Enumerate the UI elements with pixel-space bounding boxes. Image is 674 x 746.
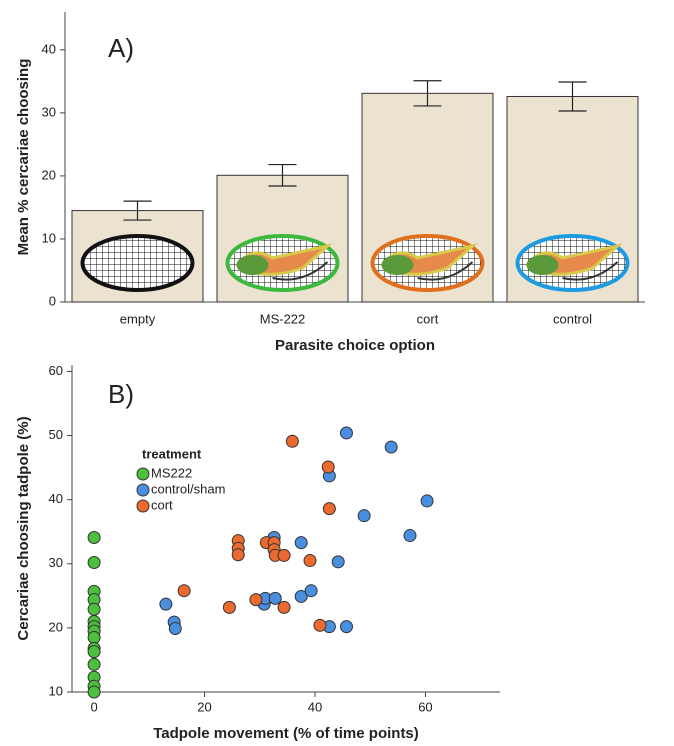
- point: [403, 529, 417, 543]
- point: [168, 622, 182, 636]
- y-tick-label: 20: [49, 619, 63, 634]
- legend-marker: [136, 483, 150, 497]
- panel-label: A): [108, 33, 134, 63]
- y-tick-label: 40: [42, 41, 56, 56]
- point: [331, 555, 345, 569]
- x-tick-label: cort: [417, 311, 439, 326]
- x-tick-label: MS-222: [260, 311, 306, 326]
- x-tick-label: 40: [308, 699, 322, 714]
- point: [87, 530, 101, 544]
- legend-marker: [136, 467, 150, 481]
- error-bar: [268, 163, 297, 187]
- point: [339, 620, 353, 634]
- error-bar: [558, 81, 587, 112]
- x-axis-title: Parasite choice option: [275, 337, 435, 354]
- x-axis-title: Tadpole movement (% of time points): [153, 725, 419, 742]
- y-axis-title: Cercariae choosing tadpole (%): [15, 416, 32, 640]
- legend-label: cort: [151, 497, 173, 512]
- x-tick-label: control: [553, 311, 592, 326]
- point: [321, 460, 335, 474]
- x-tick-label: 60: [418, 699, 432, 714]
- error-bar: [123, 200, 152, 221]
- point: [339, 426, 353, 440]
- y-tick-label: 10: [42, 230, 56, 245]
- legend-label: MS222: [151, 465, 192, 480]
- tadpole-tail: [562, 261, 619, 281]
- x-tick-label: 0: [90, 699, 97, 714]
- point: [87, 657, 101, 671]
- error-bar: [413, 80, 442, 107]
- tadpole-body: [236, 255, 269, 275]
- y-tick-label: 40: [49, 491, 63, 506]
- point: [177, 584, 191, 598]
- y-tick-label: 0: [49, 293, 56, 308]
- point: [222, 600, 236, 614]
- point: [87, 685, 101, 699]
- point: [277, 600, 291, 614]
- tadpole-tail: [272, 261, 329, 281]
- y-tick-label: 10: [49, 683, 63, 698]
- panel-label: B): [108, 379, 134, 409]
- legend-title: treatment: [142, 446, 202, 461]
- point: [304, 584, 318, 598]
- tadpole-tail: [417, 261, 474, 281]
- point: [322, 502, 336, 516]
- point: [87, 645, 101, 659]
- point: [303, 554, 317, 568]
- point: [87, 602, 101, 616]
- point: [294, 589, 308, 603]
- y-tick-label: 30: [42, 104, 56, 119]
- point: [268, 591, 282, 605]
- point: [357, 509, 371, 523]
- point: [231, 548, 245, 562]
- y-tick-label: 50: [49, 427, 63, 442]
- point: [294, 536, 308, 550]
- x-tick-label: 20: [197, 699, 211, 714]
- y-axis-title: Mean % cercariae choosing: [15, 59, 32, 256]
- x-tick-label: empty: [120, 311, 156, 326]
- y-tick-label: 30: [49, 555, 63, 570]
- point: [249, 593, 263, 607]
- point: [285, 434, 299, 448]
- point: [87, 555, 101, 569]
- point: [420, 494, 434, 508]
- legend-label: control/sham: [151, 481, 225, 496]
- y-tick-label: 60: [49, 363, 63, 378]
- legend-marker: [136, 499, 150, 513]
- point: [384, 440, 398, 454]
- tadpole-body: [381, 255, 414, 275]
- tadpole-body: [526, 255, 559, 275]
- point: [87, 631, 101, 644]
- point: [313, 618, 327, 632]
- y-tick-label: 20: [42, 167, 56, 182]
- point: [159, 597, 173, 611]
- point: [277, 548, 291, 562]
- choice-icon: [80, 234, 195, 292]
